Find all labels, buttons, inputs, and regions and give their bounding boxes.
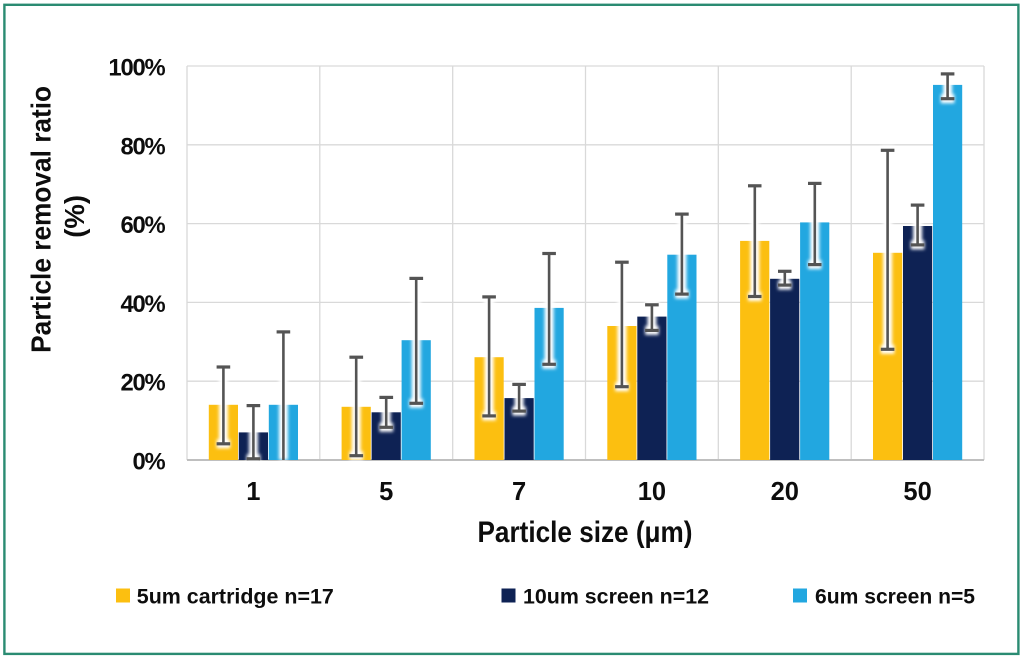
svg-text:40%: 40% — [120, 291, 165, 318]
svg-text:60%: 60% — [120, 212, 165, 239]
svg-text:20: 20 — [771, 478, 799, 506]
svg-text:20%: 20% — [120, 370, 165, 397]
svg-text:0%: 0% — [133, 449, 166, 476]
svg-text:10um screen n=12: 10um screen n=12 — [523, 586, 709, 609]
svg-text:7: 7 — [512, 478, 526, 506]
svg-text:1: 1 — [246, 478, 260, 506]
svg-text:6um screen n=5: 6um screen n=5 — [815, 586, 975, 609]
svg-text:Particle size (μm): Particle size (μm) — [478, 516, 693, 549]
svg-text:Particle removal ratio: Particle removal ratio — [26, 86, 57, 353]
svg-text:50: 50 — [903, 478, 931, 506]
svg-text:(%): (%) — [59, 195, 90, 238]
svg-text:10: 10 — [638, 478, 666, 506]
svg-text:100%: 100% — [108, 55, 165, 82]
svg-text:80%: 80% — [120, 133, 165, 160]
svg-text:5um cartridge n=17: 5um cartridge n=17 — [137, 586, 334, 609]
svg-text:5: 5 — [379, 478, 393, 506]
